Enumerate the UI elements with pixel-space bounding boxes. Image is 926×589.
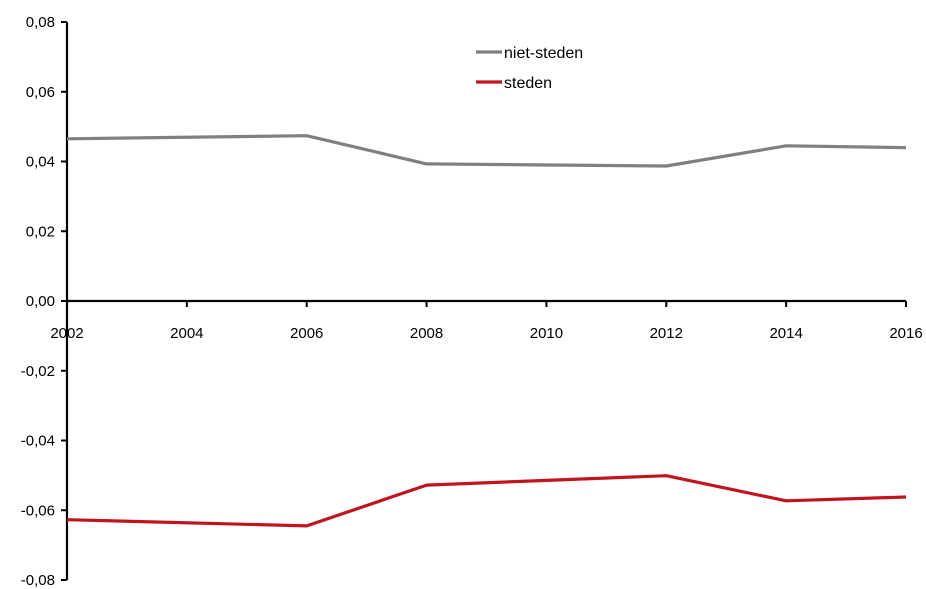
y-tick-label: -0,02 xyxy=(21,363,55,380)
y-tick-label: 0,04 xyxy=(26,154,55,171)
x-tick-label: 2008 xyxy=(410,325,443,342)
x-tick-label: 2010 xyxy=(530,325,563,342)
series-line-niet-steden xyxy=(66,134,907,168)
series-line-steden xyxy=(66,474,907,528)
y-tick-label: 0,02 xyxy=(26,223,55,240)
y-tick-label: -0,08 xyxy=(21,572,55,589)
x-tick-label: 2002 xyxy=(50,325,83,342)
axes: 0,08 0,06 0,04 0,02 0,00 -0,02 -0,04 -0,06 -0,08… xyxy=(21,14,923,589)
x-tick-label: 2014 xyxy=(769,325,802,342)
series-lines xyxy=(66,134,907,528)
y-tick-label: 0,06 xyxy=(26,84,55,101)
y-tick-label: -0,04 xyxy=(21,433,55,450)
x-tick-label: 2006 xyxy=(290,325,323,342)
legend: niet-steden steden xyxy=(476,45,583,92)
x-tick-label: 2016 xyxy=(889,325,922,342)
legend-label: steden xyxy=(504,75,552,92)
x-tick-label: 2004 xyxy=(170,325,203,342)
y-tick-label: 0,00 xyxy=(26,293,55,310)
x-tick-label: 2012 xyxy=(650,325,683,342)
y-tick-label: 0,08 xyxy=(26,14,55,31)
y-tick-label: -0,06 xyxy=(21,502,55,519)
legend-label: niet-steden xyxy=(504,45,583,62)
